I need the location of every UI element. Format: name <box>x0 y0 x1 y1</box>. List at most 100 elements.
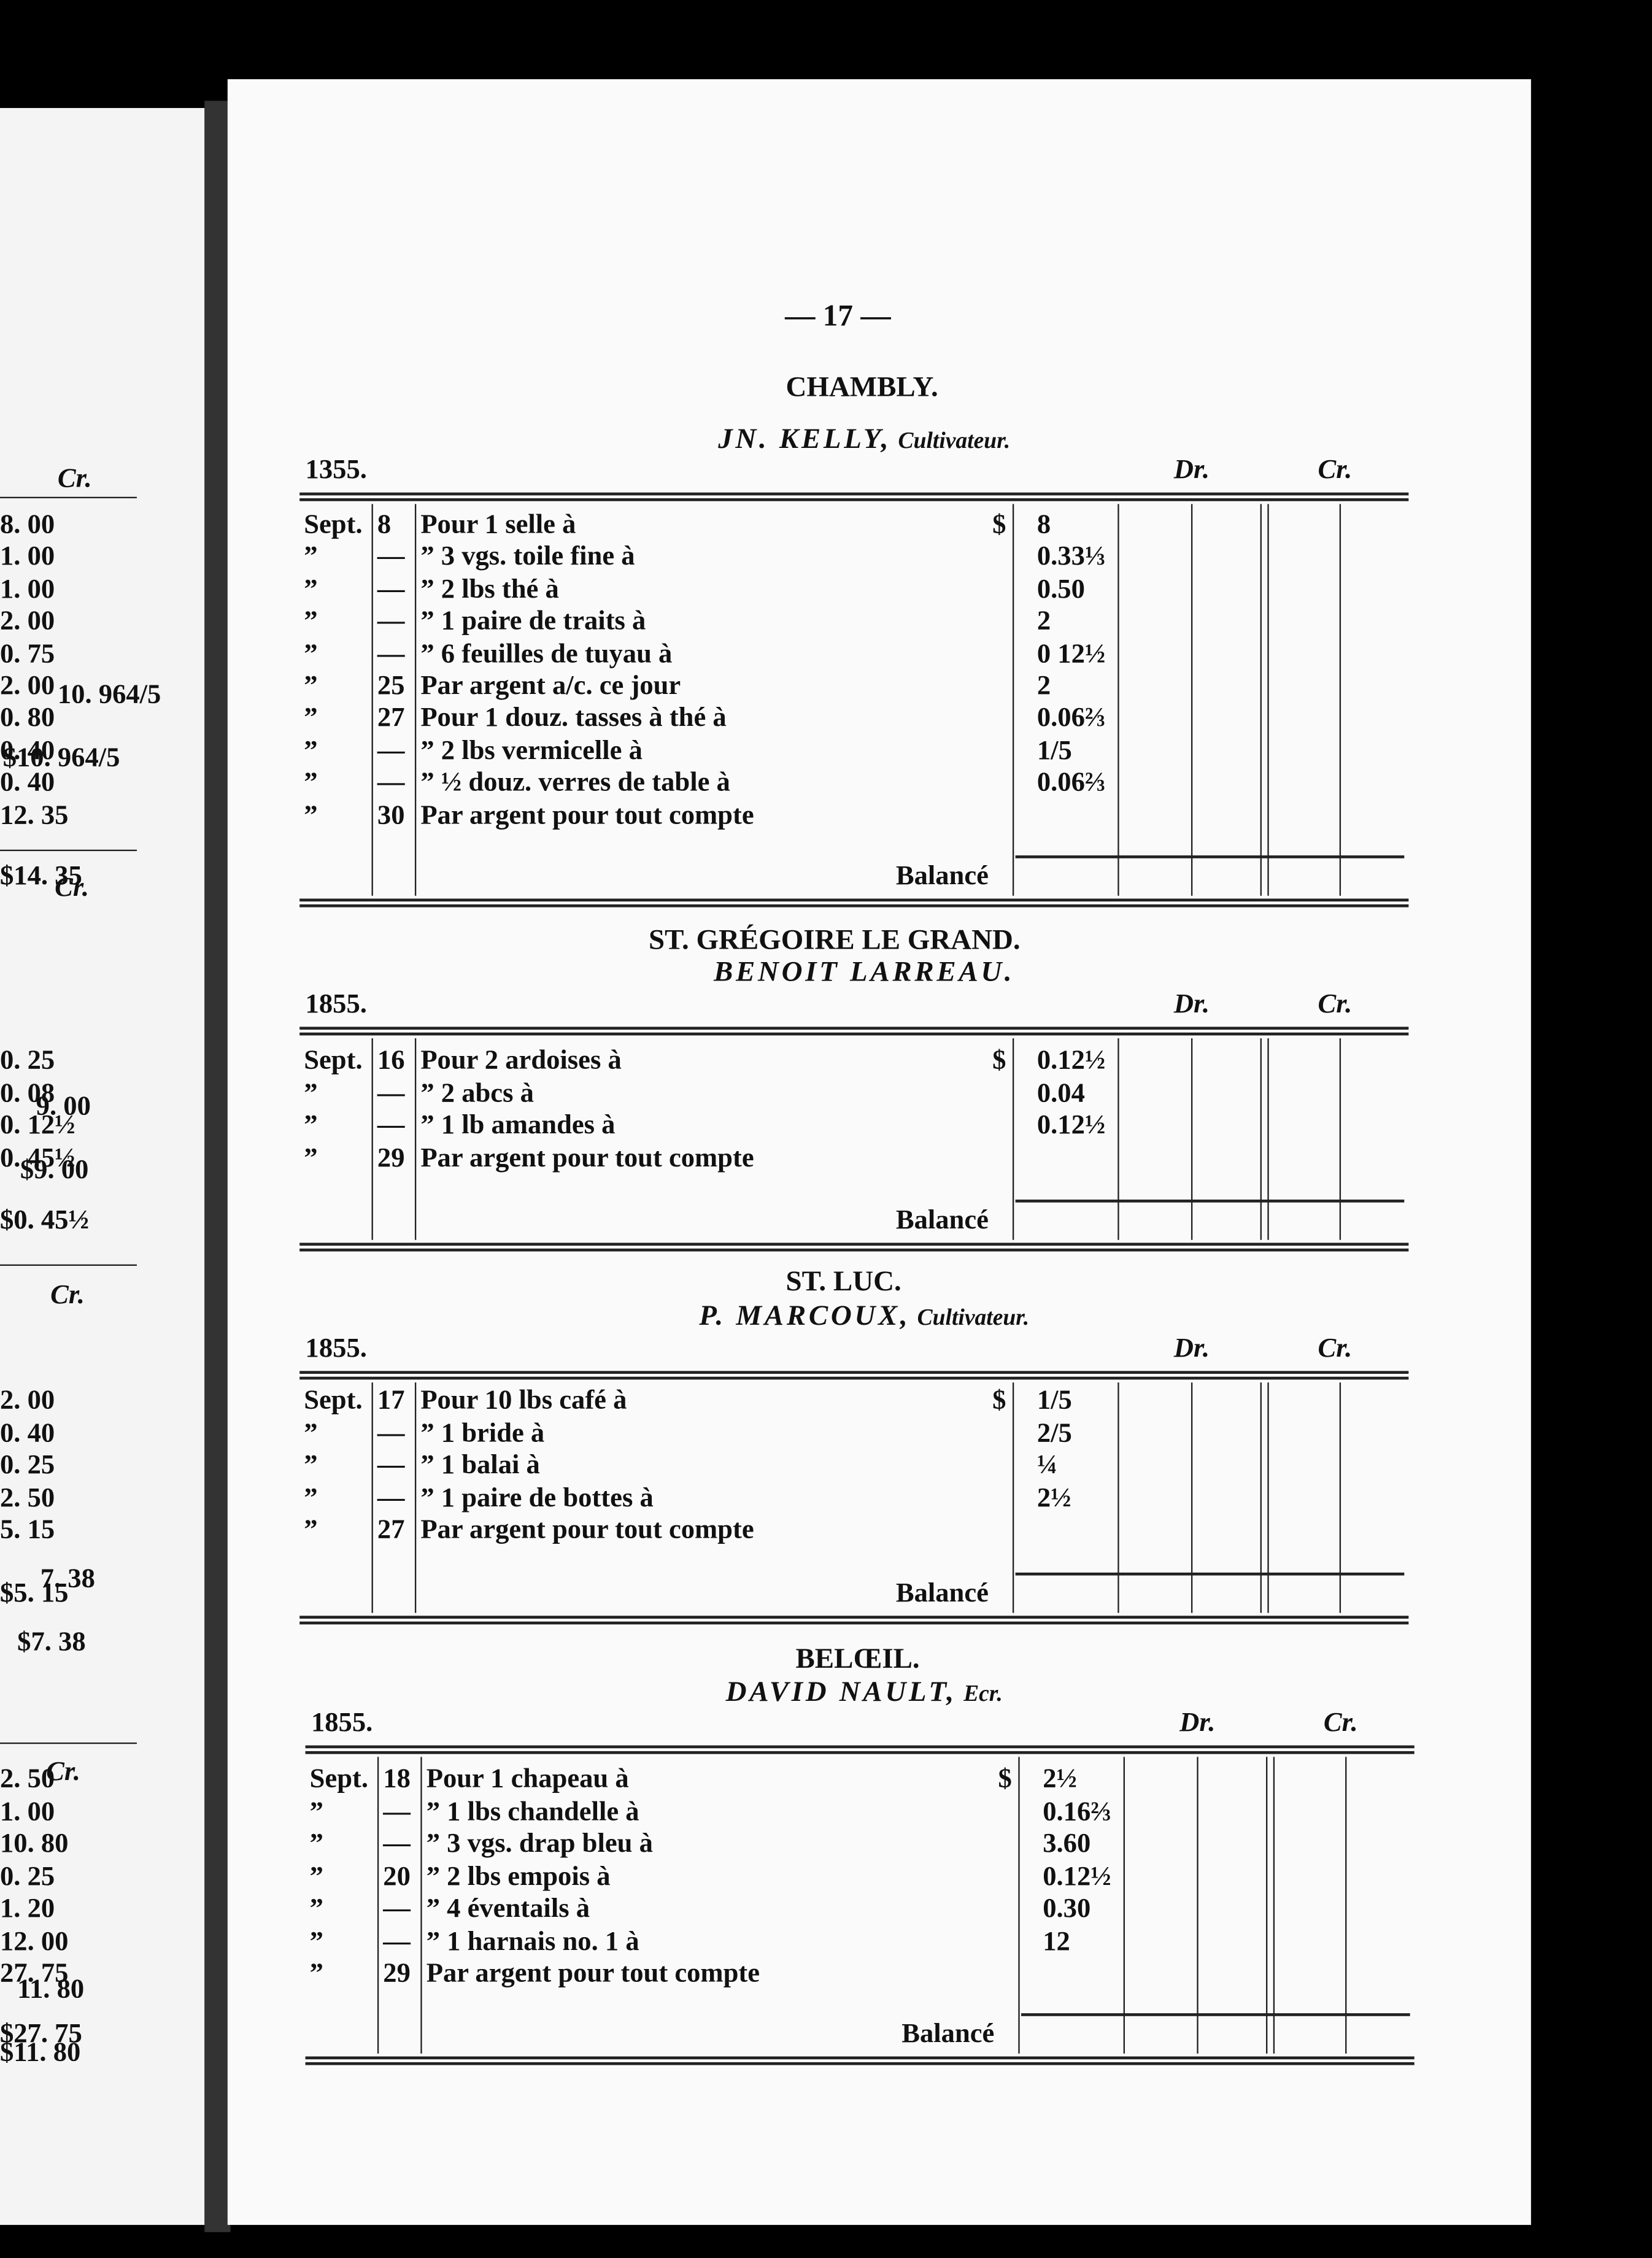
sum-rule <box>1021 2013 1410 2016</box>
column-rule <box>1260 504 1262 896</box>
left-rule <box>0 496 137 499</box>
occupation: Cultivateur. <box>898 429 1011 454</box>
column-rule <box>371 1038 373 1240</box>
month: ” <box>304 574 318 605</box>
rate: 12 <box>1043 1926 1070 1957</box>
description: Pour 2 ardoises à <box>420 1045 622 1076</box>
month: Sept. <box>304 1385 363 1416</box>
currency: $ <box>998 1764 1012 1795</box>
section-place: CHAMBLY. <box>785 371 938 404</box>
name: DAVID NAULT, <box>725 1676 957 1708</box>
balance-debit: $0. 45½ <box>0 1205 89 1236</box>
description: ” 1 balai à <box>420 1450 540 1481</box>
rate: 0.12½ <box>1036 1110 1106 1141</box>
rate: 8 <box>1036 509 1051 541</box>
description: ” 2 lbs vermicelle à <box>420 735 643 766</box>
description: Pour 1 douz. tasses à thé à <box>420 703 727 734</box>
description: ” 3 vgs. toile fine à <box>420 542 635 572</box>
month: ” <box>304 1482 318 1513</box>
month: ” <box>304 735 318 766</box>
debit: 1. 00 <box>0 1796 55 1827</box>
description: ” ½ douz. verres de table à <box>420 768 730 798</box>
column-rule <box>1117 504 1119 896</box>
dr-header: Dr. <box>1173 455 1210 485</box>
day: 29 <box>377 1142 405 1173</box>
debit: 8. 00 <box>0 509 55 541</box>
left-fragment: Cr. <box>55 873 89 903</box>
footer-rule <box>299 1616 1409 1618</box>
left-fragment: 7. 38 <box>40 1563 95 1595</box>
dr-header: Dr. <box>1173 1333 1210 1364</box>
debit: 0. 40 <box>0 768 55 798</box>
description: Pour 10 lbs café à <box>420 1385 627 1416</box>
column-rule <box>1191 504 1193 896</box>
column-rule <box>1267 1382 1269 1613</box>
left-rule <box>0 1742 137 1744</box>
debit: 10. 80 <box>0 1828 69 1859</box>
credit: 27. 75 <box>0 1958 69 1989</box>
day: — <box>377 574 405 605</box>
left-rule <box>0 849 137 852</box>
left-fragment: $9. 00 <box>20 1155 89 1185</box>
day: 30 <box>377 800 405 831</box>
dr-header: Dr. <box>1179 1708 1216 1738</box>
month: ” <box>309 1894 323 1924</box>
name: P. MARCOUX, <box>699 1300 911 1332</box>
day: 18 <box>383 1764 411 1795</box>
footer-rule <box>305 2062 1415 2065</box>
rate: 2/5 <box>1036 1417 1072 1448</box>
month: ” <box>304 1110 318 1141</box>
day: — <box>377 606 405 637</box>
day: — <box>377 1077 405 1109</box>
description: ” 1 lbs chandelle à <box>426 1796 639 1827</box>
month: ” <box>309 1861 323 1892</box>
footer-rule <box>299 1243 1409 1245</box>
month: Sept. <box>309 1764 369 1795</box>
left-fragment: 10. 964/5 <box>57 679 161 711</box>
column-rule <box>1267 504 1269 896</box>
day: — <box>377 735 405 766</box>
rate: 0.30 <box>1043 1894 1091 1924</box>
month: ” <box>304 1417 318 1448</box>
header-rule <box>299 1027 1409 1029</box>
section-place: ST. LUC. <box>785 1266 901 1298</box>
column-rule <box>1197 1757 1198 2054</box>
column-rule <box>1339 1038 1341 1240</box>
name: BENOIT LARREAU. <box>714 956 1015 988</box>
day: — <box>377 542 405 572</box>
rate: 0.06⅔ <box>1036 768 1106 798</box>
rate: 0.16⅔ <box>1043 1796 1111 1827</box>
column-rule <box>1191 1382 1193 1613</box>
day: — <box>383 1926 411 1957</box>
sum-rule <box>1015 1200 1405 1202</box>
header-rule <box>299 1032 1409 1035</box>
occupation: Cultivateur. <box>917 1306 1030 1331</box>
day: 25 <box>377 671 405 701</box>
column-rule <box>371 1382 373 1613</box>
column-rule <box>1018 1757 1020 2054</box>
description: ” 4 éventails à <box>426 1894 590 1924</box>
debit: 0. 08 <box>0 1077 55 1109</box>
rate: 1/5 <box>1036 735 1072 766</box>
rate: 0.12½ <box>1043 1861 1111 1892</box>
section-place: ST. GRÉGOIRE LE GRAND. <box>649 924 1021 957</box>
footer-rule <box>299 1248 1409 1251</box>
balance-credit: $5. 15 <box>0 1578 69 1609</box>
left-fragment: Cr. <box>50 1280 85 1311</box>
rate: ¼ <box>1036 1450 1058 1481</box>
day: 8 <box>377 509 392 541</box>
left-fragment: Cr. <box>57 463 92 495</box>
column-rule <box>1012 1038 1014 1240</box>
day: 29 <box>383 1958 411 1989</box>
day: 17 <box>377 1385 405 1416</box>
header-rule <box>305 1751 1415 1754</box>
rate: 3.60 <box>1043 1828 1091 1859</box>
description: Par argent pour tout compte <box>420 1142 754 1173</box>
column-rule <box>377 1757 379 2054</box>
month: ” <box>304 542 318 572</box>
day: — <box>383 1796 411 1827</box>
column-rule <box>1260 1038 1262 1240</box>
account-holder: BENOIT LARREAU. <box>0 956 1652 989</box>
rate: 0 12½ <box>1036 639 1106 669</box>
